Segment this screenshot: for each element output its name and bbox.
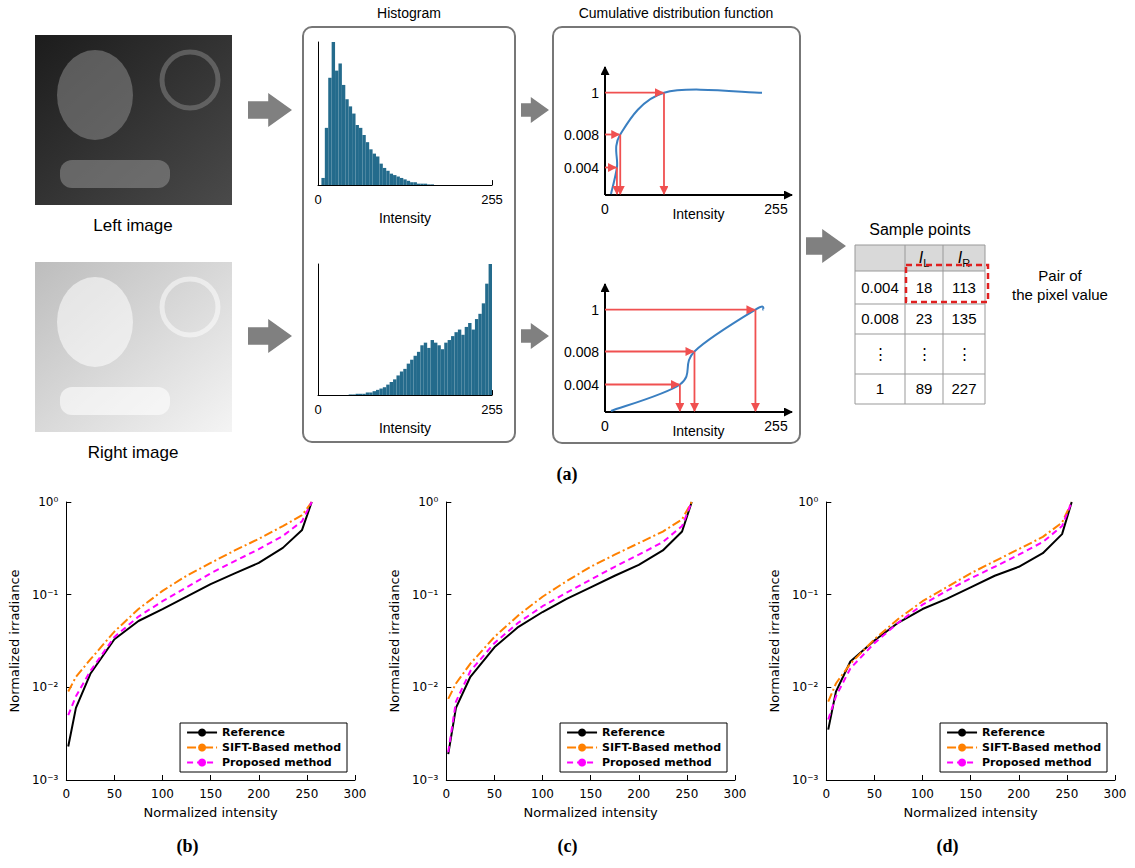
svg-text:255: 255: [764, 418, 788, 434]
svg-text:100: 100: [911, 787, 934, 801]
svg-text:10⁻²: 10⁻²: [32, 680, 59, 694]
svg-text:200: 200: [247, 787, 270, 801]
svg-text:Cumulative distribution functi: Cumulative distribution function: [579, 5, 774, 21]
svg-text:SIFT-Based method: SIFT-Based method: [222, 741, 341, 754]
svg-text:Sample points: Sample points: [869, 221, 970, 238]
svg-text:135: 135: [951, 310, 976, 327]
svg-text:0: 0: [822, 787, 830, 801]
svg-text:1: 1: [591, 85, 599, 101]
svg-text:10⁰: 10⁰: [38, 495, 58, 509]
svg-text:Intensity: Intensity: [379, 210, 431, 226]
svg-text:50: 50: [487, 787, 502, 801]
svg-text:10⁻¹: 10⁻¹: [32, 588, 59, 602]
html-text:(b): (b): [176, 836, 199, 856]
svg-text:0: 0: [442, 787, 450, 801]
svg-text:IR: IR: [957, 249, 971, 269]
svg-text:Proposed method: Proposed method: [982, 756, 1092, 769]
svg-text:10⁻³: 10⁻³: [412, 773, 439, 787]
svg-text:Normalized intensity: Normalized intensity: [144, 805, 279, 820]
svg-text:Intensity: Intensity: [379, 420, 431, 436]
svg-text:Normalized irradiance: Normalized irradiance: [767, 569, 782, 712]
svg-text:Normalized intensity: Normalized intensity: [904, 805, 1039, 820]
html-text:(d): (d): [936, 836, 959, 856]
svg-text:⋮: ⋮: [873, 345, 888, 362]
svg-text:SIFT-Based method: SIFT-Based method: [602, 741, 721, 754]
svg-text:10⁻³: 10⁻³: [792, 773, 819, 787]
svg-text:100: 100: [531, 787, 554, 801]
svg-text:0: 0: [314, 192, 321, 207]
svg-text:10⁻³: 10⁻³: [32, 773, 59, 787]
svg-text:100: 100: [151, 787, 174, 801]
svg-text:200: 200: [1007, 787, 1030, 801]
svg-text:0: 0: [62, 787, 70, 801]
svg-text:Intensity: Intensity: [672, 206, 724, 222]
svg-text:1: 1: [591, 302, 599, 318]
svg-text:0.004: 0.004: [861, 279, 899, 296]
svg-text:10⁻¹: 10⁻¹: [412, 588, 439, 602]
svg-text:the pixel value: the pixel value: [1012, 286, 1108, 303]
svg-text:89: 89: [916, 380, 933, 397]
svg-text:Normalized irradiance: Normalized irradiance: [387, 569, 402, 712]
svg-text:Proposed method: Proposed method: [222, 756, 332, 769]
svg-text:300: 300: [1104, 787, 1127, 801]
svg-text:10⁰: 10⁰: [418, 495, 438, 509]
svg-text:150: 150: [959, 787, 982, 801]
svg-text:150: 150: [199, 787, 222, 801]
svg-text:200: 200: [627, 787, 650, 801]
svg-text:0.004: 0.004: [564, 160, 599, 176]
svg-text:300: 300: [724, 787, 747, 801]
svg-text:18: 18: [916, 279, 933, 296]
svg-text:Reference: Reference: [602, 726, 665, 739]
svg-text:Normalized irradiance: Normalized irradiance: [7, 569, 22, 712]
svg-text:250: 250: [675, 787, 698, 801]
svg-text:10⁻²: 10⁻²: [412, 680, 439, 694]
svg-text:0: 0: [601, 201, 609, 217]
svg-text:Proposed method: Proposed method: [602, 756, 712, 769]
svg-text:227: 227: [951, 380, 976, 397]
svg-text:0.008: 0.008: [564, 344, 599, 360]
svg-text:0: 0: [314, 402, 321, 417]
svg-text:10⁰: 10⁰: [798, 495, 818, 509]
svg-text:10⁻¹: 10⁻¹: [792, 588, 819, 602]
svg-text:Histogram: Histogram: [377, 5, 441, 21]
svg-text:50: 50: [107, 787, 122, 801]
svg-text:Reference: Reference: [222, 726, 285, 739]
svg-text:0.004: 0.004: [564, 377, 599, 393]
svg-text:250: 250: [1055, 787, 1078, 801]
svg-text:Normalized intensity: Normalized intensity: [524, 805, 659, 820]
svg-text:255: 255: [481, 192, 503, 207]
svg-text:300: 300: [344, 787, 367, 801]
svg-text:Pair of: Pair of: [1038, 267, 1082, 284]
svg-text:SIFT-Based method: SIFT-Based method: [982, 741, 1101, 754]
svg-text:IL: IL: [918, 249, 930, 269]
svg-text:23: 23: [916, 310, 933, 327]
svg-text:1: 1: [876, 380, 884, 397]
svg-text:255: 255: [481, 402, 503, 417]
svg-text:Left image: Left image: [93, 216, 172, 235]
svg-text:Intensity: Intensity: [672, 423, 724, 439]
svg-text:255: 255: [764, 201, 788, 217]
svg-text:50: 50: [867, 787, 882, 801]
svg-text:150: 150: [579, 787, 602, 801]
svg-text:250: 250: [295, 787, 318, 801]
svg-text:⋮: ⋮: [957, 345, 972, 362]
svg-text:113: 113: [952, 279, 976, 296]
html-text:(c): (c): [557, 836, 578, 856]
svg-text:⋮: ⋮: [917, 345, 932, 362]
svg-text:Right image: Right image: [88, 443, 179, 462]
svg-text:(a): (a): [557, 464, 578, 485]
svg-text:0.008: 0.008: [861, 310, 899, 327]
svg-text:Reference: Reference: [982, 726, 1045, 739]
svg-text:10⁻²: 10⁻²: [792, 680, 819, 694]
svg-text:0.008: 0.008: [564, 127, 599, 143]
svg-text:0: 0: [601, 418, 609, 434]
